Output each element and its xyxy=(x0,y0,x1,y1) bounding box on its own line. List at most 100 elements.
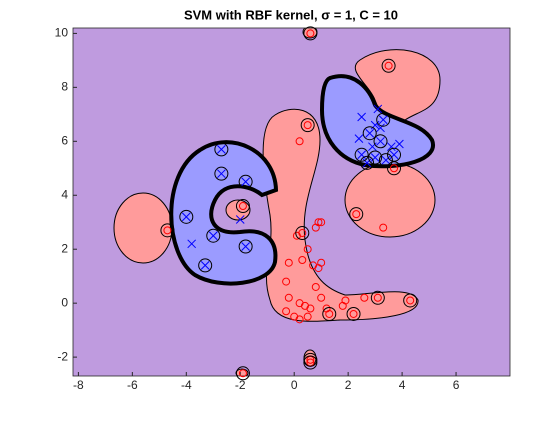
point xyxy=(181,212,191,222)
support-vector xyxy=(295,226,310,241)
point xyxy=(384,61,393,70)
point xyxy=(235,215,245,224)
support-vector xyxy=(387,161,402,176)
region xyxy=(113,192,173,264)
support-vector xyxy=(238,239,253,254)
point xyxy=(187,239,197,249)
point xyxy=(303,121,312,130)
point xyxy=(379,223,388,232)
support-vector xyxy=(300,118,315,133)
support-vector xyxy=(235,199,250,214)
point xyxy=(390,164,399,173)
point xyxy=(217,145,226,154)
support-vector xyxy=(179,209,194,224)
support-vector xyxy=(378,153,393,168)
x-tick-label: 2 xyxy=(345,378,352,392)
support-vector xyxy=(360,155,375,170)
decision-regions xyxy=(73,28,510,376)
point xyxy=(317,218,326,227)
point xyxy=(314,218,323,227)
point xyxy=(238,369,247,378)
point xyxy=(357,112,366,122)
region xyxy=(169,140,279,286)
support-vector xyxy=(373,134,388,149)
support-vector xyxy=(349,207,364,222)
point xyxy=(303,312,312,321)
point xyxy=(282,277,291,286)
point xyxy=(163,226,172,235)
point xyxy=(373,104,383,114)
point xyxy=(360,293,369,302)
point xyxy=(208,231,218,241)
point xyxy=(349,309,358,318)
support-vector xyxy=(368,150,383,165)
y-tick-label: 0 xyxy=(61,295,68,309)
support-vector xyxy=(381,58,396,73)
support-vector xyxy=(214,142,229,157)
x-tick-label: -6 xyxy=(127,378,138,392)
support-vector xyxy=(206,228,221,243)
support-vector xyxy=(403,293,418,308)
x-tick-label: 6 xyxy=(453,378,460,392)
y-tick-label: 6 xyxy=(61,133,68,147)
support-vector xyxy=(303,26,318,41)
region xyxy=(319,74,435,169)
x-tick-label: -2 xyxy=(235,378,246,392)
point xyxy=(317,293,326,302)
x-tick-label: -8 xyxy=(73,378,84,392)
support-vector xyxy=(303,352,318,367)
x-tick-label: 0 xyxy=(291,378,298,392)
support-vector xyxy=(198,258,213,273)
x-tick-label: -4 xyxy=(181,378,192,392)
y-tick-label: 10 xyxy=(55,26,69,40)
point xyxy=(406,296,415,305)
point xyxy=(284,293,293,302)
point xyxy=(241,242,250,251)
point xyxy=(292,231,301,240)
y-tick-label: 8 xyxy=(61,80,68,94)
point xyxy=(317,258,326,267)
support-vector xyxy=(238,174,253,189)
point xyxy=(295,315,304,324)
y-tick-label: 2 xyxy=(61,241,68,255)
region xyxy=(262,108,419,322)
point xyxy=(373,293,382,302)
point xyxy=(241,177,250,187)
x-tick-label: 4 xyxy=(399,378,406,392)
support-vector xyxy=(303,355,318,370)
point xyxy=(354,134,364,143)
support-vector xyxy=(346,306,361,321)
point xyxy=(376,123,385,133)
y-tick-label: 4 xyxy=(61,187,68,201)
support-vector xyxy=(362,126,377,141)
support-vector xyxy=(370,290,385,305)
point xyxy=(200,261,210,270)
point xyxy=(341,296,350,305)
axes-box xyxy=(72,27,511,377)
point xyxy=(238,202,247,211)
point xyxy=(306,304,315,313)
point xyxy=(306,29,315,38)
point xyxy=(395,139,404,149)
point xyxy=(378,115,388,125)
support-vector xyxy=(354,147,369,162)
support-vector xyxy=(376,112,391,127)
point xyxy=(298,256,307,264)
point xyxy=(284,258,293,267)
point xyxy=(386,142,396,152)
support-vector xyxy=(214,166,229,181)
point xyxy=(376,136,385,146)
chart-title: SVM with RBF kernel, σ = 1, C = 10 xyxy=(184,7,398,22)
point xyxy=(352,210,361,219)
point xyxy=(365,128,375,138)
point xyxy=(311,282,320,291)
point xyxy=(303,245,312,254)
region xyxy=(344,162,436,238)
support-vector xyxy=(235,366,250,381)
y-tick-label: -2 xyxy=(57,349,68,363)
point xyxy=(217,169,226,179)
point xyxy=(325,309,334,318)
point xyxy=(282,307,291,316)
support-vector xyxy=(160,223,175,238)
